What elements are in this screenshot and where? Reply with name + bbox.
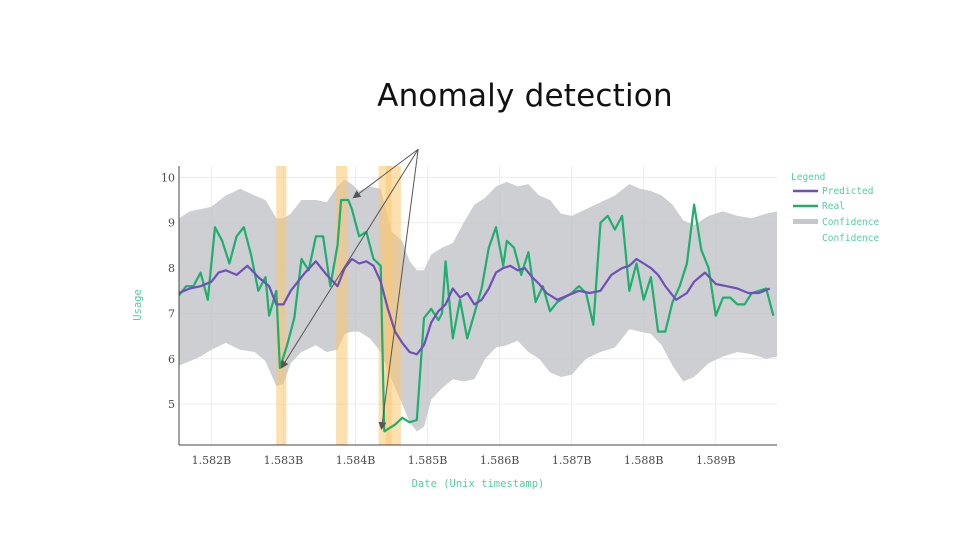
legend: Legend Predicted Real Confidence Confide… <box>791 172 879 244</box>
y-tick-label: 6 <box>168 353 175 366</box>
y-tick-label: 7 <box>168 307 175 320</box>
anomaly-highlight <box>336 166 348 445</box>
x-tick-label: 1.587B <box>552 454 592 467</box>
x-tick-label: 1.588B <box>624 454 664 467</box>
legend-item-confidence: Confidence <box>822 217 879 228</box>
y-axis-label: Usage <box>132 289 144 321</box>
slide-title: Anomaly detection <box>377 78 673 114</box>
series-lines <box>178 198 775 433</box>
x-tick-label: 1.585B <box>408 454 448 467</box>
legend-title: Legend <box>791 172 825 183</box>
real-line <box>178 198 775 433</box>
y-tick-label: 9 <box>168 217 175 230</box>
annotation-arrows <box>280 148 419 431</box>
x-tick-label: 1.582B <box>192 454 232 467</box>
confidence-band-layer <box>179 179 777 432</box>
x-tick-label: 1.583B <box>264 454 304 467</box>
y-tick-label: 10 <box>161 171 175 184</box>
anomaly-highlight <box>385 166 401 445</box>
annotation-arrow <box>352 148 419 199</box>
y-tick-label: 8 <box>168 262 175 275</box>
x-tick-label: 1.586B <box>480 454 520 467</box>
x-tick-label: 1.589B <box>696 454 736 467</box>
x-tick-label: 1.584B <box>336 454 376 467</box>
axes: 1.582B 1.583B 1.584B 1.585B 1.586B 1.587B 1.58… <box>161 166 777 467</box>
annotation-arrow <box>280 148 419 369</box>
legend-item-confidence-2: Confidence <box>822 233 879 244</box>
x-axis-label: Date (Unix timestamp) <box>412 478 545 490</box>
confidence-band <box>179 179 777 432</box>
legend-item-real: Real <box>822 201 845 212</box>
legend-item-predicted: Predicted <box>822 186 873 197</box>
y-tick-label: 5 <box>168 398 175 411</box>
annotation-arrow <box>378 149 419 431</box>
predicted-line <box>178 257 771 356</box>
legend-confidence-swatch <box>793 219 818 224</box>
